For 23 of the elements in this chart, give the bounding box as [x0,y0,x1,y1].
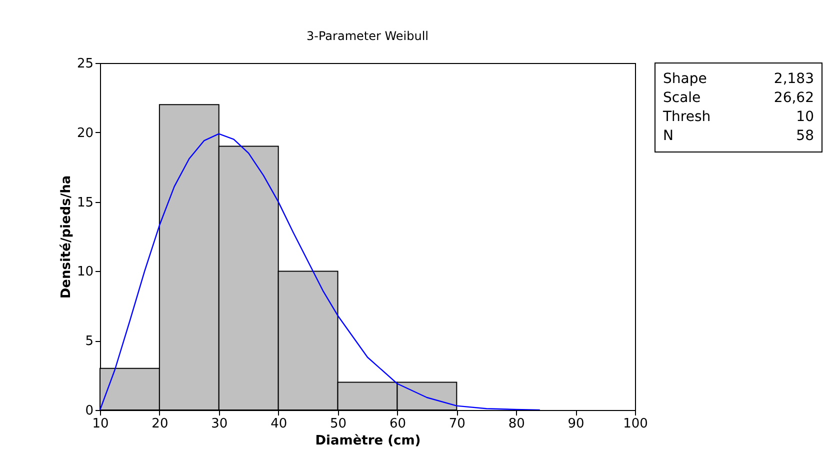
y-tick-label: 15 [76,195,94,210]
y-tick-label: 10 [76,264,94,280]
x-tick-label: 40 [270,416,288,432]
x-tick-label: 80 [508,416,525,432]
text: Shape 2,183 [663,71,814,87]
x-tick-label: 60 [389,416,406,432]
line-series [100,133,540,410]
y-tick-label: 0 [85,404,94,418]
x-tick-label: 90 [568,416,584,432]
x-tick-label: 100 [623,416,648,432]
chart-title: 3-Parameter Weibull [306,29,428,43]
y-tick-label: 25 [76,56,94,72]
x-tick-label: 70 [448,416,466,432]
text: Scale 26,62 [663,90,814,106]
x-tick-label: 30 [211,416,228,432]
text: N 58 [663,128,814,144]
y-tick-label: 5 [85,334,94,350]
x-axis-title: Diamètre (cm) [315,434,421,448]
y-tick-label: 20 [76,126,94,141]
x-tick-label: 50 [330,416,347,432]
text: Thresh 10 [663,109,814,125]
x-tick-label: 20 [152,416,168,432]
y-axis-title: Densité/pieds/ha [58,175,74,299]
